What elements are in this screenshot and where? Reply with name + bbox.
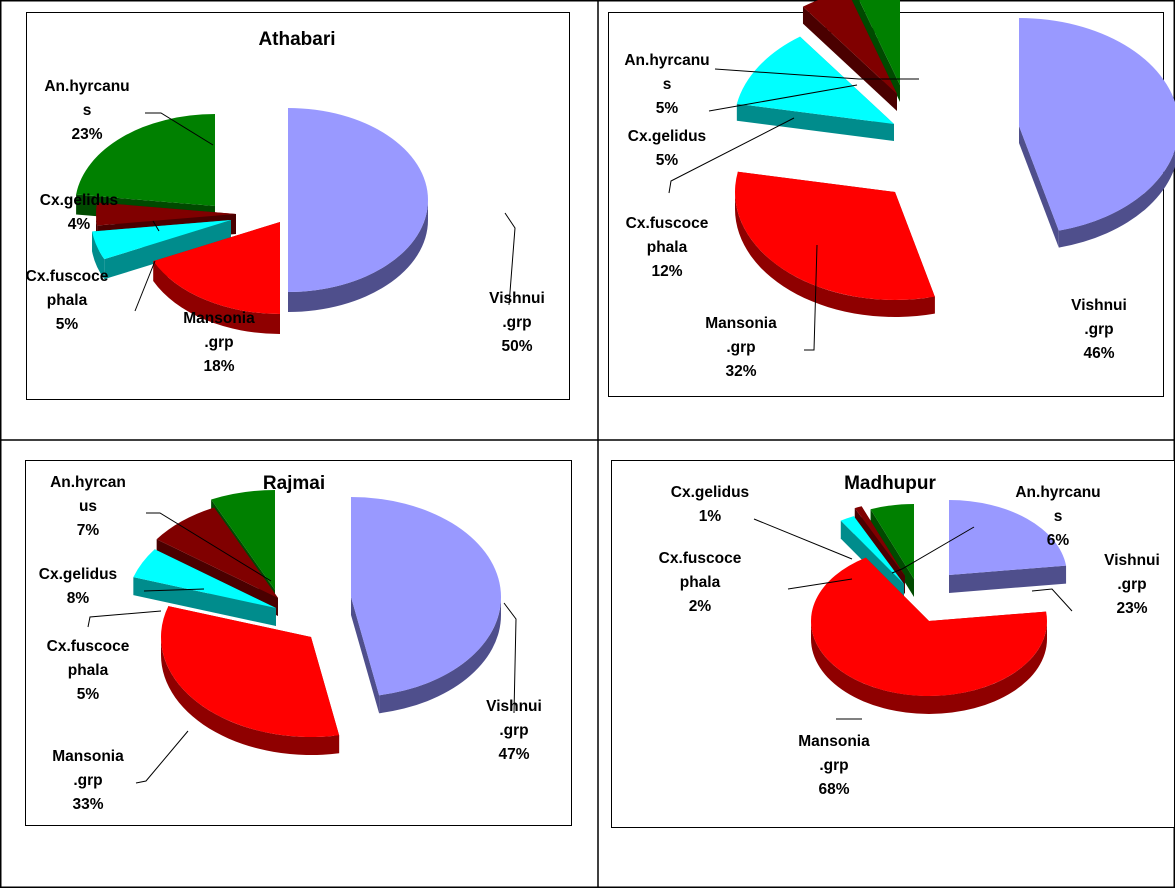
pie-slice-side-mansonia-grp	[811, 621, 1047, 714]
pie-slice-side-cx-fuscocephala	[92, 231, 105, 280]
pie-slice-side-vishnui-grp	[379, 597, 501, 714]
data-label-an-hyrcanus: An.hyrcanu s 5%	[624, 52, 709, 117]
leader-line-cx-gelidus	[753, 518, 853, 560]
pie-slice-wall-cx-fuscocephala	[736, 103, 894, 141]
leader-line-cx-gelidus	[152, 220, 160, 232]
pie-slice-side-vishnui-grp	[1058, 149, 1175, 248]
data-label-vishnui-grp: Vishnui .grp 50%	[489, 290, 545, 355]
leader-line-an-hyrcanus	[145, 112, 214, 146]
pie-slice-cx-gelidus	[156, 507, 278, 598]
pie-slice-cx-fuscocephala	[840, 516, 904, 584]
pie-slice-cx-gelidus	[854, 506, 905, 576]
pie-slice-cx-fuscocephala	[736, 36, 894, 124]
pie-slice-wall-vishnui-grp	[351, 597, 380, 714]
data-label-vishnui-grp: Vishnui .grp 46%	[1071, 297, 1127, 362]
pie-slice-an-hyrcanus	[76, 114, 215, 206]
leader-line-an-hyrcanus	[146, 512, 272, 582]
data-label-cx-gelidus: Cx.gelidus 8%	[39, 566, 117, 607]
pie-slice-mansonia-grp	[735, 171, 935, 301]
chart-title-madhupur: Madhupur	[844, 473, 936, 494]
chart-kollolua: KolloluaVishnui.grp46%Mansonia.grp32%Cx.…	[608, 0, 1175, 397]
data-label-cx-fuscocephala: Cx.fuscoce phala 5%	[47, 638, 130, 703]
leader-line-cx-gelidus	[708, 84, 858, 112]
pie-chart-svg: Rajmai Vishnui .grp 47% Mansonia .grp 33% Cx.fu…	[39, 473, 542, 813]
pie-slice-side-mansonia-grp	[161, 637, 340, 755]
pie-slice-wall-cx-fuscocephala	[104, 220, 231, 280]
pie-slice-wall-vishnui-grp	[949, 565, 1067, 593]
pie-chart-svg: Madhupur Vishnui .grp 23% Mansonia .grp 68% Cx.…	[659, 473, 1160, 798]
pie-slice-side-mansonia-grp	[735, 192, 935, 318]
pie-slice-an-hyrcanus	[870, 504, 914, 579]
pie-slice-an-hyrcanus	[211, 490, 275, 590]
leader-line-cx-fuscocephala	[668, 117, 795, 194]
chart-madhupur: Madhupur Vishnui .grp 23% Mansonia .grp 68% Cx.…	[611, 460, 1175, 828]
leader-line-an-hyrcanus	[714, 68, 919, 80]
chart-title-athabari: Athabari	[258, 29, 335, 50]
leader-line-cx-gelidus	[143, 588, 205, 592]
leader-line-cx-fuscocephala	[134, 260, 156, 312]
pie-slice-wall-cx-gelidus	[802, 6, 897, 111]
pie-slice-wall-cx-fuscocephala	[133, 577, 276, 626]
data-label-mansonia-grp: Mansonia .grp 68%	[798, 733, 870, 798]
data-label-vishnui-grp: Vishnui .grp 47%	[486, 698, 542, 763]
data-label-cx-fuscocephala: Cx.fuscoce phala 5%	[26, 268, 109, 333]
data-label-an-hyrcanus: An.hyrcanu s 6%	[1015, 484, 1100, 549]
pie-slice-an-hyrcanus	[859, 0, 900, 85]
leader-line-vishnui-grp	[503, 602, 517, 714]
pie-chart-svg: KolloluaVishnui.grp46%Mansonia.grp32%Cx.…	[624, 0, 1175, 380]
data-label-mansonia-grp: Mansonia .grp 33%	[52, 748, 124, 813]
pie-slice-side-mansonia-grp	[153, 261, 280, 334]
data-label-vishnui-grp: Vishnui .grp 23%	[1104, 552, 1160, 617]
leader-line-an-hyrcanus	[891, 526, 975, 574]
pie-slice-vishnui-grp	[949, 500, 1067, 575]
pie-slice-cx-gelidus	[95, 202, 236, 226]
pie-slice-mansonia-grp	[811, 557, 1047, 696]
chart-rajmai: Rajmai Vishnui .grp 47% Mansonia .grp 33% Cx.fu…	[25, 460, 572, 826]
pie-slice-mansonia-grp	[153, 222, 280, 314]
pie-slice-vishnui-grp	[288, 108, 428, 292]
pie-slice-cx-fuscocephala	[92, 220, 231, 260]
pie-slice-wall-vishnui-grp	[1019, 126, 1059, 248]
leader-line-mansonia-grp	[804, 244, 818, 351]
data-label-cx-gelidus: Cx.gelidus 5%	[628, 128, 706, 169]
pie-chart-svg: Athabari Vishnui .grp 50% Mansonia .grp 18% Cx.…	[26, 29, 545, 375]
pie-slice-cx-gelidus	[802, 0, 897, 94]
pie-slice-vishnui-grp	[1019, 18, 1175, 231]
leader-line-vishnui-grp	[504, 212, 516, 306]
data-label-mansonia-grp: Mansonia .grp 32%	[705, 315, 777, 380]
chart-athabari: Athabari Vishnui .grp 50% Mansonia .grp 18% Cx.…	[26, 12, 570, 400]
data-label-an-hyrcanus: An.hyrcan us 7%	[50, 474, 126, 539]
pie-slice-side-vishnui-grp	[288, 200, 428, 312]
data-label-cx-fuscocephala: Cx.fuscoce phala 2%	[659, 550, 742, 615]
data-label-an-hyrcanus: An.hyrcanu s 23%	[44, 78, 129, 143]
data-label-mansonia-grp: Mansonia .grp 18%	[183, 310, 255, 375]
pie-slice-vishnui-grp	[351, 497, 502, 696]
data-label-cx-gelidus: Cx.gelidus 1%	[671, 484, 749, 525]
leader-line-cx-fuscocephala	[787, 578, 853, 590]
data-label-cx-gelidus: Cx.gelidus 4%	[40, 192, 118, 233]
data-label-cx-fuscocephala: Cx.fuscoce phala 12%	[626, 215, 709, 280]
leader-line-mansonia-grp	[135, 730, 189, 784]
pie-slice-mansonia-grp	[161, 606, 340, 737]
leader-line-vishnui-grp	[1031, 588, 1073, 612]
leader-line-cx-fuscocephala	[87, 610, 162, 628]
chart-title-rajmai: Rajmai	[263, 473, 325, 494]
pie-slice-cx-fuscocephala	[133, 549, 276, 608]
